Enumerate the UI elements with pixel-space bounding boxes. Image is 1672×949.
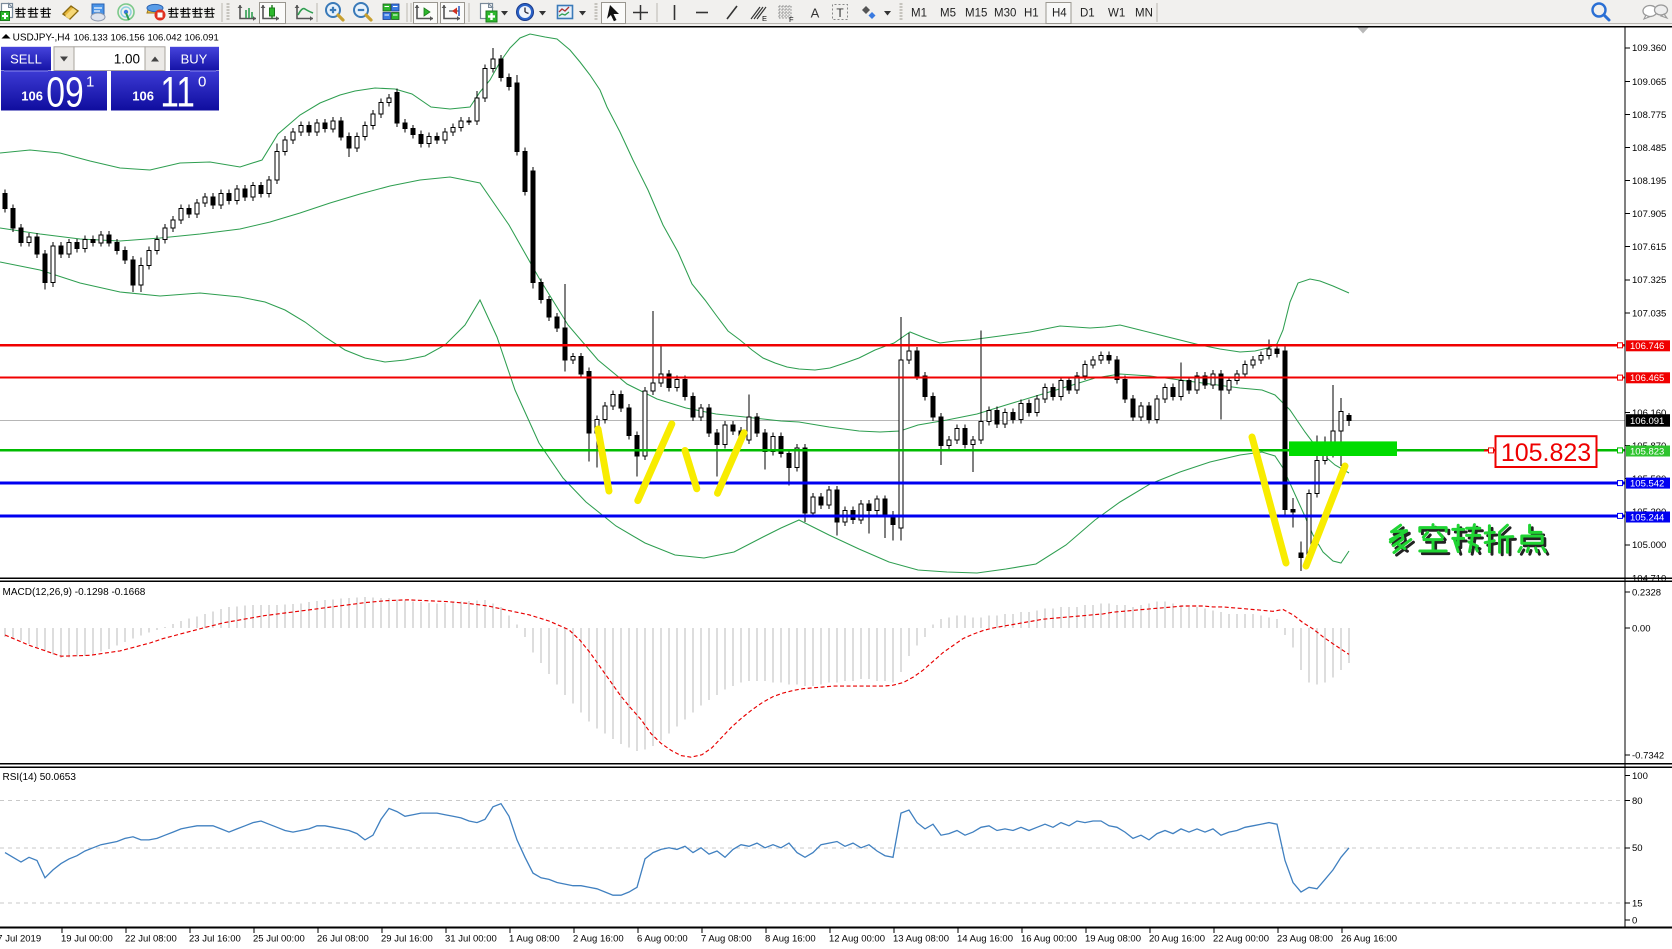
svg-text:108.195: 108.195: [1632, 176, 1666, 187]
svg-text:17 Jul 2019: 17 Jul 2019: [0, 934, 41, 945]
svg-text:105.542: 105.542: [1630, 479, 1664, 490]
svg-text:H4: H4: [1052, 8, 1067, 20]
svg-text:109.360: 109.360: [1632, 43, 1666, 54]
svg-text:106.160: 106.160: [1632, 408, 1666, 419]
svg-text:20 Aug 16:00: 20 Aug 16:00: [1149, 934, 1205, 945]
svg-text:50: 50: [1632, 843, 1643, 854]
svg-text:31 Jul 00:00: 31 Jul 00:00: [445, 934, 497, 945]
svg-text:23 Aug 08:00: 23 Aug 08:00: [1277, 934, 1333, 945]
svg-text:11: 11: [160, 69, 195, 117]
svg-text:T: T: [836, 6, 844, 20]
svg-text:E: E: [762, 14, 767, 23]
svg-text:-0.7342: -0.7342: [1632, 750, 1664, 761]
svg-text:SELL: SELL: [10, 52, 42, 67]
svg-text:26 Jul 08:00: 26 Jul 08:00: [317, 934, 369, 945]
svg-text:106.465: 106.465: [1630, 373, 1664, 384]
svg-text:108.485: 108.485: [1632, 143, 1666, 154]
svg-text:6 Aug 00:00: 6 Aug 00:00: [637, 934, 688, 945]
svg-text:105.000: 105.000: [1632, 540, 1666, 551]
svg-text:RSI(14) 50.0653: RSI(14) 50.0653: [3, 772, 77, 783]
svg-text:0.00: 0.00: [1632, 623, 1651, 634]
svg-text:0.2328: 0.2328: [1632, 587, 1661, 598]
svg-text:H1: H1: [1024, 8, 1039, 20]
svg-text:106.133 106.156 106.042 106.09: 106.133 106.156 106.042 106.091: [74, 33, 219, 44]
svg-text:USDJPY-,H4: USDJPY-,H4: [13, 33, 71, 44]
svg-text:7 Aug 08:00: 7 Aug 08:00: [701, 934, 752, 945]
svg-text:19 Jul 00:00: 19 Jul 00:00: [61, 934, 113, 945]
svg-text:100: 100: [1632, 771, 1648, 782]
svg-text:23 Jul 16:00: 23 Jul 16:00: [189, 934, 241, 945]
svg-text:1: 1: [86, 74, 94, 91]
svg-text:26 Aug 16:00: 26 Aug 16:00: [1341, 934, 1397, 945]
svg-text:107.035: 107.035: [1632, 308, 1666, 319]
svg-text:M1: M1: [911, 8, 927, 20]
svg-text:105.244: 105.244: [1630, 512, 1664, 523]
svg-text:104.710: 104.710: [1632, 573, 1666, 584]
svg-text:106: 106: [132, 89, 154, 104]
svg-text:106: 106: [21, 89, 43, 104]
svg-text:MN: MN: [1135, 8, 1153, 20]
svg-text:F: F: [789, 15, 794, 24]
svg-text:29 Jul 16:00: 29 Jul 16:00: [381, 934, 433, 945]
svg-text:2 Aug 16:00: 2 Aug 16:00: [573, 934, 624, 945]
svg-text:108.775: 108.775: [1632, 110, 1666, 121]
svg-text:M15: M15: [965, 8, 987, 20]
svg-text:D1: D1: [1080, 8, 1095, 20]
svg-text:A: A: [811, 6, 820, 21]
svg-text:14 Aug 16:00: 14 Aug 16:00: [957, 934, 1013, 945]
svg-text:22 Aug 00:00: 22 Aug 00:00: [1213, 934, 1269, 945]
svg-text:0: 0: [198, 74, 206, 91]
svg-text:13 Aug 08:00: 13 Aug 08:00: [893, 934, 949, 945]
svg-text:106.746: 106.746: [1630, 341, 1664, 352]
svg-text:MACD(12,26,9) -0.1298 -0.1668: MACD(12,26,9) -0.1298 -0.1668: [3, 587, 146, 598]
svg-text:105.823: 105.823: [1501, 439, 1591, 467]
svg-text:105.823: 105.823: [1630, 446, 1664, 457]
svg-text:16 Aug 00:00: 16 Aug 00:00: [1021, 934, 1077, 945]
svg-text:BUY: BUY: [181, 52, 208, 67]
svg-text:19 Aug 08:00: 19 Aug 08:00: [1085, 934, 1141, 945]
svg-text:107.905: 107.905: [1632, 209, 1666, 220]
svg-text:1 Aug 08:00: 1 Aug 08:00: [509, 934, 560, 945]
svg-text:M5: M5: [940, 8, 956, 20]
svg-text:12 Aug 00:00: 12 Aug 00:00: [829, 934, 885, 945]
svg-text:109.065: 109.065: [1632, 77, 1666, 88]
svg-text:8 Aug 16:00: 8 Aug 16:00: [765, 934, 816, 945]
svg-text:15: 15: [1632, 898, 1643, 909]
svg-text:80: 80: [1632, 796, 1643, 807]
svg-text:22 Jul 08:00: 22 Jul 08:00: [125, 934, 177, 945]
svg-text:09: 09: [46, 69, 84, 117]
svg-text:107.325: 107.325: [1632, 275, 1666, 286]
svg-text:25 Jul 00:00: 25 Jul 00:00: [253, 934, 305, 945]
svg-text:0: 0: [1632, 915, 1637, 926]
svg-text:W1: W1: [1108, 8, 1125, 20]
svg-text:M30: M30: [994, 8, 1016, 20]
svg-text:107.615: 107.615: [1632, 242, 1666, 253]
svg-text:1.00: 1.00: [114, 52, 140, 67]
svg-text:106.091: 106.091: [1630, 416, 1664, 427]
